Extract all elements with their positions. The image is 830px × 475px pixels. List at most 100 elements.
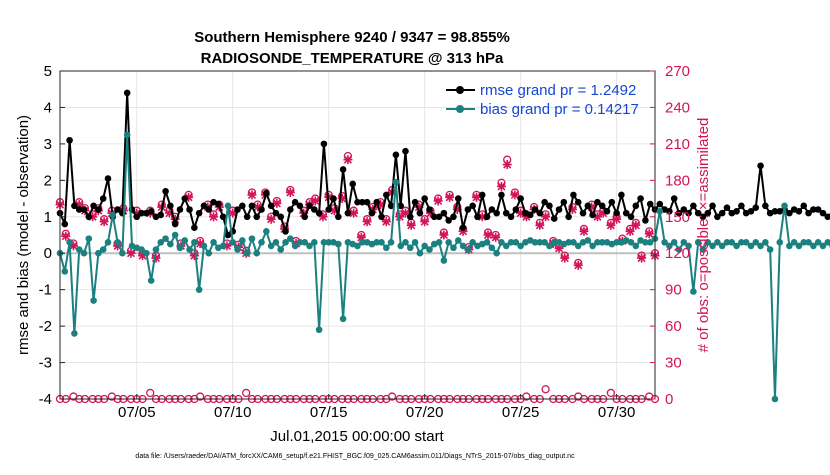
bias-point [502,242,510,250]
bias-point [786,242,793,250]
rmse-point [224,231,232,239]
rmse-point [171,220,179,228]
rmse-point [382,191,390,199]
rmse-point [680,206,688,213]
rmse-point [99,195,107,202]
bias-point [426,246,433,253]
rmse-point [786,209,793,217]
obs-assimilated-marker [587,202,597,212]
bias-point [507,238,515,246]
rmse-point [363,198,371,206]
obs-assimilated-marker [99,217,109,227]
plot-frame [59,70,656,400]
rmse-point [248,202,256,210]
rmse-point [320,140,328,148]
obs-assimilated-marker [425,208,435,218]
rmse-point [311,206,318,213]
legend-rmse-label: rmse grand pr = 1.2492 [480,82,636,99]
obs-assimilated-marker [228,208,238,218]
bias-point [757,242,764,250]
rmse-point [824,213,830,221]
bias-point [771,395,779,403]
bias-point [239,237,246,244]
obs-assimilated-marker [420,217,430,227]
obs-assimilated-marker [310,196,320,206]
y-axis-label-left: rmse and bias (model - observation) [15,115,32,355]
obs-possible-marker [606,388,616,398]
rmse-point [493,209,500,217]
series-lines [56,89,830,403]
bias-point [109,211,117,219]
legend-bias-label: bias grand pr = 0.14217 [480,101,639,118]
obs-assimilated-marker [592,212,602,222]
bias-point [598,238,606,246]
bias-point [229,238,237,246]
bias-point [71,330,78,337]
obs-assimilated-marker [445,192,455,202]
rmse-point [584,202,592,210]
bias-point [335,240,342,248]
rmse-point [507,213,515,221]
rmse-point [181,195,189,202]
rmse-point [478,191,486,199]
bias-point [666,242,673,250]
bias-point [805,238,812,246]
obs-assimilated-marker [126,248,136,258]
rmse-point [810,206,817,213]
bias-point [61,268,69,275]
obs-assimilated-marker [472,192,481,202]
obs-assimilated-marker [560,253,570,263]
bias-point [714,238,721,246]
rmse-point [80,206,88,213]
rmse-point [570,191,577,199]
bias-point [814,238,822,246]
axes: -4 -3 -2 -1 0 1 2 3 4 5 0 30 60 90 120 150 180 210 240 270 0… [39,63,690,421]
obs-assimilated-marker [452,204,462,214]
bias-point [248,235,256,242]
y-tick-label-right: 150 [665,209,690,226]
rmse-point [315,209,323,217]
bias-point [709,242,716,250]
y-tick-label-right: 0 [665,391,673,408]
bias-point [85,235,93,242]
bias-point [450,244,457,252]
bias-point [699,246,707,253]
rmse-point [239,202,246,210]
bias-point [123,131,131,139]
rmse-point [704,209,712,217]
rmse-point [162,187,169,195]
rmse-point [354,198,361,206]
obs-assimilated-marker [151,253,161,263]
rmse-point [498,191,505,199]
rmse-point [474,213,481,221]
rmse-point [421,195,428,202]
rmse-point [114,206,121,213]
rmse-point [176,206,184,213]
bias-point [176,244,184,252]
bias-point [263,228,270,235]
rmse-point [277,213,285,221]
rmse-point [762,202,769,210]
bias-point [99,246,107,253]
rmse-point [637,195,644,202]
obs-possible-marker [242,388,251,398]
rmse-point [598,202,606,210]
bias-point [421,242,428,250]
obs-assimilated-marker [439,230,449,240]
rmse-point [666,208,673,215]
rmse-point [75,206,83,213]
bias-point [143,249,150,257]
y-tick-label-left: 4 [44,99,52,116]
bias-point [766,246,774,253]
y-tick-label-right: 240 [665,99,690,116]
bias-point [819,242,827,250]
rmse-point [450,213,457,221]
bias-point [781,202,788,210]
rmse-point [670,195,678,202]
bias-point [301,238,309,246]
bias-point [627,238,635,246]
bias-point [291,242,299,250]
obs-assimilated-marker [318,212,328,222]
obs-assimilated-marker [598,208,608,218]
bias-point [311,238,318,246]
